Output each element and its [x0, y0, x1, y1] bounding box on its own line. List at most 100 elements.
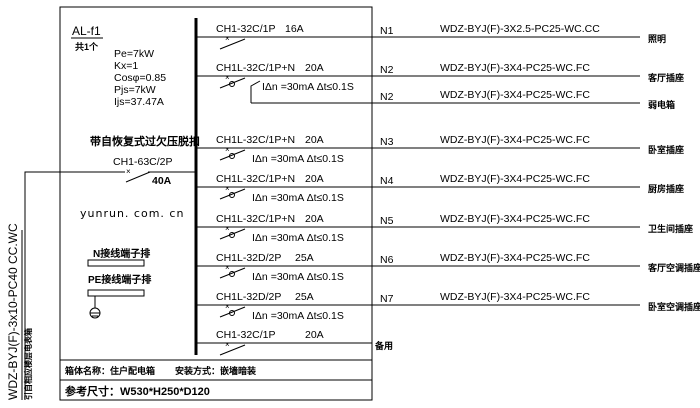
breaker-symbol: [219, 267, 246, 279]
param-kx: Kx=1: [114, 60, 138, 72]
circuit-description: 客厅空调插座: [647, 262, 700, 273]
panel-count: 共1个: [75, 41, 99, 52]
rcd-spec: IΔn =30mA Δt≤0.1S: [252, 232, 344, 244]
breaker-x-mark: ×: [225, 340, 230, 349]
rcd-icon: [229, 232, 235, 238]
cable-spec: WDZ-BYJ(F)-3X4-PC25-WC.FC: [440, 252, 590, 264]
rcd-icon: [229, 192, 235, 198]
cable-spec: WDZ-BYJ(F)-3X4-PC25-WC.FC: [440, 173, 590, 185]
breaker-x-mark: ×: [225, 145, 230, 154]
breaker-symbol: [219, 306, 246, 318]
circuit-number: N7: [380, 293, 394, 305]
main-breaker-rating: 40A: [152, 175, 172, 187]
breaker-rating: 20A: [305, 213, 324, 225]
breaker-rating: 25A: [295, 291, 314, 303]
rcd-spec: IΔn =30mA Δt≤0.1S: [262, 81, 354, 93]
circuit-number: N3: [380, 136, 394, 148]
branch-line: [250, 80, 640, 104]
circuit-description: 卧室空调插座: [648, 301, 700, 312]
pe-terminal-label: PE接线端子排: [88, 273, 151, 286]
circuit-row: ×CH1L-32C/1P+N 20A IΔn =30mA Δt≤0.1S N4 WDZ-…: [196, 173, 684, 204]
breaker-model: CH1L-32D/2P: [216, 291, 281, 303]
breaker-x-mark: ×: [225, 34, 230, 43]
circuit-number: N2: [380, 64, 394, 76]
rcd-icon: [229, 310, 235, 316]
param-ijs: Ijs=37.47A: [114, 96, 164, 108]
pe-terminal-bar: [87, 289, 145, 297]
svg-text:×: ×: [126, 167, 131, 176]
circuit-row: ×CH1L-32C/1P+N 20A IΔn =30mA Δt≤0.1S N2 WDZ-…: [196, 62, 684, 93]
breaker-model: CH1L-32C/1P+N: [216, 213, 295, 225]
cable-spec: WDZ-BYJ(F)-3X4-PC25-WC.FC: [440, 89, 590, 101]
circuit-description: 照明: [648, 34, 666, 44]
breaker-symbol: [219, 149, 246, 161]
breaker-x-mark: ×: [225, 302, 230, 311]
breaker-model: CH1L-32C/1P+N: [216, 62, 295, 74]
breaker-symbol: [219, 77, 246, 89]
n-terminal-label: N接线端子排: [93, 247, 150, 260]
circuit-description: 客厅插座: [647, 72, 684, 83]
circuit-description: 卫生间插座: [648, 223, 693, 234]
incoming-source: 引自相应楼层电表箱: [23, 328, 33, 400]
rcd-icon: [229, 271, 235, 277]
breaker-rating: 16A: [285, 23, 304, 35]
circuit-number: N5: [380, 215, 394, 227]
circuit-row: ×CH1-32C/1P 16A N1 WDZ-BYJ(F)-3X2.5-PC25-WC…: [196, 23, 666, 50]
breaker-symbol: [219, 228, 246, 240]
breaker-x-mark: ×: [225, 73, 230, 82]
circuit-row: ×CH1L-32C/1P+N 20A IΔn =30mA Δt≤0.1S N5 WDZ-…: [196, 213, 693, 244]
rcd-spec: IΔn =30mA Δt≤0.1S: [252, 192, 344, 204]
circuit-row: ×CH1L-32C/1P+N 20A IΔn =30mA Δt≤0.1S N3 WDZ-…: [196, 134, 684, 165]
param-pe: Pe=7kW: [114, 48, 154, 60]
circuits: ×CH1-32C/1P 16A N1 WDZ-BYJ(F)-3X2.5-PC25-WC…: [196, 23, 700, 356]
cable-spec: WDZ-BYJ(F)-3X2.5-PC25-WC.CC: [440, 23, 600, 35]
breaker-model: CH1L-32C/1P+N: [216, 134, 295, 146]
rcd-spec: IΔn =30mA Δt≤0.1S: [252, 153, 344, 165]
circuit-row: N2 WDZ-BYJ(F)-3X4-PC25-WC.FC 弱电箱: [250, 80, 675, 110]
circuit-number: N2: [380, 91, 394, 103]
breaker-rating: 20A: [305, 62, 324, 74]
breaker-rating: 20A: [305, 329, 324, 341]
rcd-spec: IΔn =30mA Δt≤0.1S: [252, 310, 344, 322]
circuit-number: N6: [380, 254, 394, 266]
breaker-model: CH1L-32C/1P+N: [216, 173, 295, 185]
breaker-x-mark: ×: [225, 263, 230, 272]
ground-icon: [89, 296, 101, 319]
load-params: Pe=7kW Kx=1 Cosφ=0.85 Pjs=7kW Ijs=37.47A: [114, 48, 166, 108]
breaker-symbol: [219, 344, 246, 356]
circuit-row: ×CH1L-32D/2P 25A IΔn =30mA Δt≤0.1S N7 WDZ-BY…: [196, 291, 700, 322]
box-name: 箱体名称：住户配电箱: [65, 365, 155, 376]
rcd-spec: IΔn =30mA Δt≤0.1S: [252, 271, 344, 283]
circuit-row: ×CH1L-32D/2P 25A IΔn =30mA Δt≤0.1S N6 WDZ-BY…: [196, 252, 700, 283]
breaker-symbol: [219, 188, 246, 200]
param-pjs: Pjs=7kW: [114, 84, 156, 96]
incoming-line: [24, 171, 196, 400]
circuit-description: 弱电箱: [648, 99, 675, 110]
breaker-rating: 20A: [305, 173, 324, 185]
circuit-number: N1: [380, 25, 394, 37]
breaker-x-mark: ×: [225, 224, 230, 233]
breaker-rating: 25A: [295, 252, 314, 264]
breaker-rating: 20A: [305, 134, 324, 146]
breaker-x-mark: ×: [225, 184, 230, 193]
circuit-number: N4: [380, 175, 394, 187]
breaker-model: CH1-32C/1P: [216, 23, 276, 35]
cable-spec: WDZ-BYJ(F)-3X4-PC25-WC.FC: [440, 134, 590, 146]
main-breaker-symbol: ×: [125, 167, 151, 183]
rcd-icon: [229, 153, 235, 159]
circuit-description: 卧室插座: [648, 144, 684, 155]
breaker-model: CH1-32C/1P: [216, 329, 276, 341]
install-method: 安装方式：嵌墙暗装: [175, 365, 257, 376]
param-cos: Cosφ=0.85: [114, 72, 166, 84]
cable-spec: WDZ-BYJ(F)-3X4-PC25-WC.FC: [440, 62, 590, 74]
main-breaker-note: 带自恢复式过欠压脱扣: [90, 134, 200, 148]
incoming-cable: WDZ-BYJ(F)-3x10-PC40 CC.WC: [6, 223, 20, 400]
cable-spec: WDZ-BYJ(F)-3X4-PC25-WC.FC: [440, 213, 590, 225]
panel-name: AL-f1: [72, 24, 101, 38]
circuit-row: ×CH1-32C/1P 20A 备用: [196, 329, 393, 356]
breaker-model: CH1L-32D/2P: [216, 252, 281, 264]
main-breaker-model: CH1-63C/2P: [113, 156, 173, 168]
breaker-symbol: [219, 38, 246, 50]
rcd-icon: [229, 81, 235, 87]
